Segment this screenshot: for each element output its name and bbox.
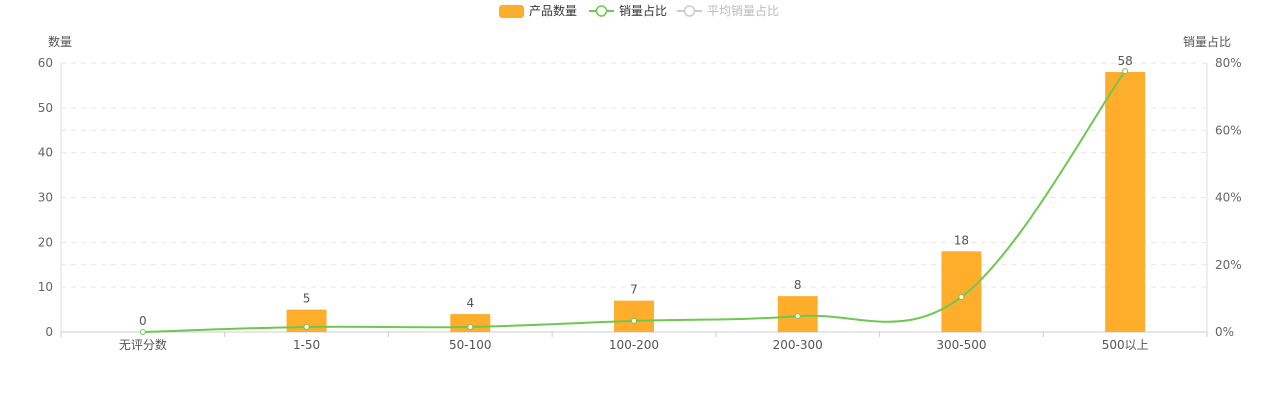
bar-series: 0 5 4 7 8 18 58 [139, 54, 1146, 332]
bar [1105, 71, 1146, 332]
bar-value-label: 8 [794, 278, 802, 292]
line-point [794, 313, 801, 320]
x-tick-label: 1-50 [293, 338, 320, 352]
bar [614, 300, 654, 332]
bar-value-label: 5 [303, 292, 311, 306]
line-point [139, 329, 146, 335]
x-tick-label: 200-300 [773, 338, 823, 352]
legend-marker-line [595, 5, 608, 17]
bar-value-label: 18 [954, 233, 969, 247]
y-axis-left-title: 数量 [48, 34, 72, 49]
bar [941, 251, 982, 332]
grid-lines [61, 62, 1207, 288]
y-tick-left-label: 40 [38, 146, 53, 160]
y-tick-left-label: 0 [45, 325, 53, 339]
line-point [1122, 68, 1129, 75]
x-tick-label: 50-100 [449, 338, 492, 352]
y-tick-right-label: 80% [1215, 56, 1242, 70]
bar-value-label: 0 [139, 314, 147, 328]
legend-swatch-bar [499, 5, 524, 18]
legend-label-line: 销量占比 [619, 3, 667, 18]
y-axis-right-title: 销量占比 [1183, 34, 1231, 49]
x-tick-label: 100-200 [609, 338, 659, 352]
y-tick-right-label: 40% [1215, 191, 1242, 205]
y-tick-left-label: 50 [38, 101, 53, 115]
bar-value-label: 4 [466, 296, 474, 310]
y-tick-right-label: 20% [1215, 258, 1242, 272]
legend-label-avg: 平均销量占比 [707, 3, 779, 18]
bar-value-label: 58 [1118, 54, 1133, 68]
y-tick-left-label: 30 [38, 191, 53, 205]
legend: 产品数量 销量占比 平均销量占比 [499, 3, 779, 18]
line-point [303, 323, 310, 330]
line-point [631, 317, 637, 324]
y-tick-right-label: 0% [1215, 325, 1234, 339]
x-tick-label: 无评分数 [119, 337, 167, 352]
y-tick-right-label: 60% [1215, 123, 1242, 137]
line-series [139, 68, 1129, 335]
x-tick-label: 500以上 [1102, 338, 1149, 352]
bar-value-label: 7 [630, 283, 638, 297]
legend-marker-avg [683, 5, 696, 17]
legend-label-bar: 产品数量 [529, 3, 577, 18]
line-point [958, 294, 965, 301]
y-tick-left-label: 60 [38, 56, 53, 70]
y-tick-left-label: 20 [38, 235, 53, 249]
x-tick-label: 300-500 [936, 338, 986, 352]
line-point [467, 323, 474, 330]
y-tick-left-label: 10 [38, 280, 53, 294]
